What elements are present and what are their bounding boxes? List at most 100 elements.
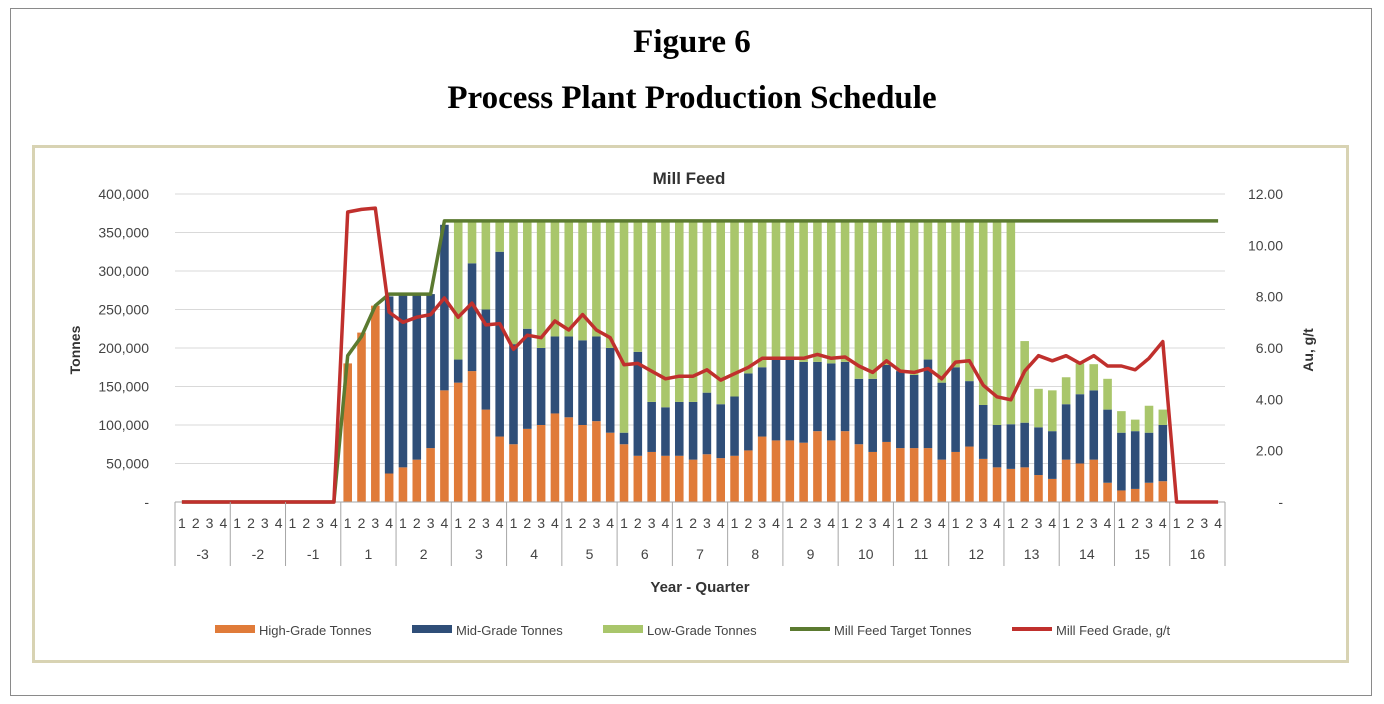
year-tick-label: 3 [475, 546, 483, 562]
quarter-tick-label: 1 [510, 515, 518, 531]
quarter-tick-label: 3 [261, 515, 269, 531]
quarter-tick-label: 4 [993, 515, 1001, 531]
bar-mid-grade [550, 336, 560, 414]
bar-low-grade [854, 220, 864, 379]
bar-low-grade [757, 220, 767, 368]
x-axis-label: Year - Quarter [650, 579, 749, 596]
bar-low-grade [1075, 363, 1085, 395]
bar-mid-grade [384, 296, 394, 474]
bar-mid-grade [453, 359, 463, 383]
bar-high-grade [564, 417, 574, 502]
figure-title: Process Plant Production Schedule [447, 80, 937, 116]
quarter-tick-label: 3 [703, 515, 711, 531]
quarter-tick-label: 1 [1062, 515, 1070, 531]
bar-mid-grade [909, 374, 919, 449]
bar-high-grade [868, 451, 877, 502]
quarter-tick-label: 3 [979, 515, 987, 531]
quarter-tick-label: 2 [413, 515, 421, 531]
bar-low-grade [730, 220, 739, 397]
bar-low-grade [1158, 409, 1168, 425]
bar-high-grade [398, 467, 408, 502]
bar-mid-grade [951, 367, 960, 452]
year-tick-label: 11 [914, 546, 929, 562]
year-tick-label: 10 [858, 546, 874, 562]
bar-mid-grade [592, 336, 601, 422]
bar-high-grade [688, 459, 698, 502]
bar-low-grade [619, 220, 629, 433]
legend-label: Mid-Grade Tonnes [456, 623, 563, 638]
bar-mid-grade [674, 401, 684, 456]
bar-high-grade [674, 455, 684, 502]
quarter-tick-label: 4 [883, 515, 891, 531]
bar-low-grade [661, 220, 670, 408]
bar-mid-grade [730, 396, 739, 456]
bar-mid-grade [523, 328, 532, 429]
bar-mid-grade [1075, 394, 1085, 464]
bar-high-grade [1034, 475, 1043, 502]
quarter-tick-label: 3 [1200, 515, 1208, 531]
bar-mid-grade [896, 371, 905, 449]
bar-low-grade [868, 220, 877, 379]
quarter-tick-label: 4 [662, 515, 670, 531]
quarter-tick-label: 3 [1090, 515, 1098, 531]
bar-mid-grade [868, 378, 877, 452]
bar-high-grade [1117, 490, 1126, 502]
quarter-tick-label: 2 [358, 515, 366, 531]
bar-mid-grade [771, 359, 781, 441]
figure-number: Figure 6 [633, 24, 751, 60]
quarter-tick-label: 3 [206, 515, 214, 531]
bar-low-grade [647, 220, 656, 402]
quarter-tick-label: 1 [675, 515, 683, 531]
quarter-tick-label: 1 [454, 515, 462, 531]
quarter-tick-label: 1 [786, 515, 794, 531]
quarter-tick-label: 3 [482, 515, 490, 531]
bar-high-grade [1048, 478, 1057, 502]
year-tick-label: 12 [969, 546, 985, 562]
bar-low-grade [688, 220, 698, 402]
bar-mid-grade [495, 251, 504, 437]
year-tick-label: 13 [1024, 546, 1040, 562]
bar-mid-grade [716, 404, 726, 459]
bar-low-grade [1144, 405, 1154, 433]
year-tick-label: -2 [252, 546, 265, 562]
bar-high-grade [453, 382, 463, 502]
quarter-tick-label: 4 [330, 515, 338, 531]
legend-label: High-Grade Tonnes [259, 623, 372, 638]
bar-mid-grade [882, 364, 891, 442]
bar-mid-grade [1006, 424, 1016, 469]
y2-tick-label: 8.00 [1256, 289, 1283, 305]
bar-high-grade [1158, 481, 1168, 502]
quarter-tick-label: 1 [233, 515, 241, 531]
year-tick-label: 16 [1190, 546, 1206, 562]
y-tick-label: - [144, 494, 149, 510]
mill-feed-chart: Mill Feed Tonnes Au, g/t Year - Quarter … [67, 169, 1316, 638]
bar-high-grade [578, 425, 587, 502]
bar-mid-grade [757, 367, 767, 437]
bar-low-grade [467, 220, 477, 264]
bar-high-grade [647, 451, 656, 502]
bar-low-grade [1117, 411, 1126, 433]
bar-low-grade [937, 220, 947, 383]
y-tick-label: 150,000 [98, 379, 149, 395]
quarter-tick-label: 2 [468, 515, 476, 531]
bar-low-grade [495, 220, 504, 252]
bar-low-grade [674, 220, 684, 402]
year-tick-label: 7 [696, 546, 704, 562]
legend-label: Mill Feed Target Tonnes [834, 623, 972, 638]
year-tick-label: 2 [420, 546, 428, 562]
bar-low-grade [536, 220, 546, 348]
bar-mid-grade [854, 378, 864, 445]
quarter-tick-label: 1 [620, 515, 628, 531]
bar-low-grade [978, 220, 988, 405]
year-tick-label: 15 [1134, 546, 1150, 562]
quarter-tick-label: 1 [841, 515, 849, 531]
quarter-tick-label: 4 [385, 515, 393, 531]
bar-low-grade [1020, 341, 1029, 423]
bar-high-grade [661, 455, 670, 502]
quarter-tick-label: 3 [924, 515, 932, 531]
quarter-tick-label: 2 [689, 515, 697, 531]
bar-mid-grade [509, 344, 518, 445]
bar-low-grade [702, 220, 712, 393]
bar-high-grade [1103, 482, 1112, 502]
bar-low-grade [813, 220, 822, 362]
